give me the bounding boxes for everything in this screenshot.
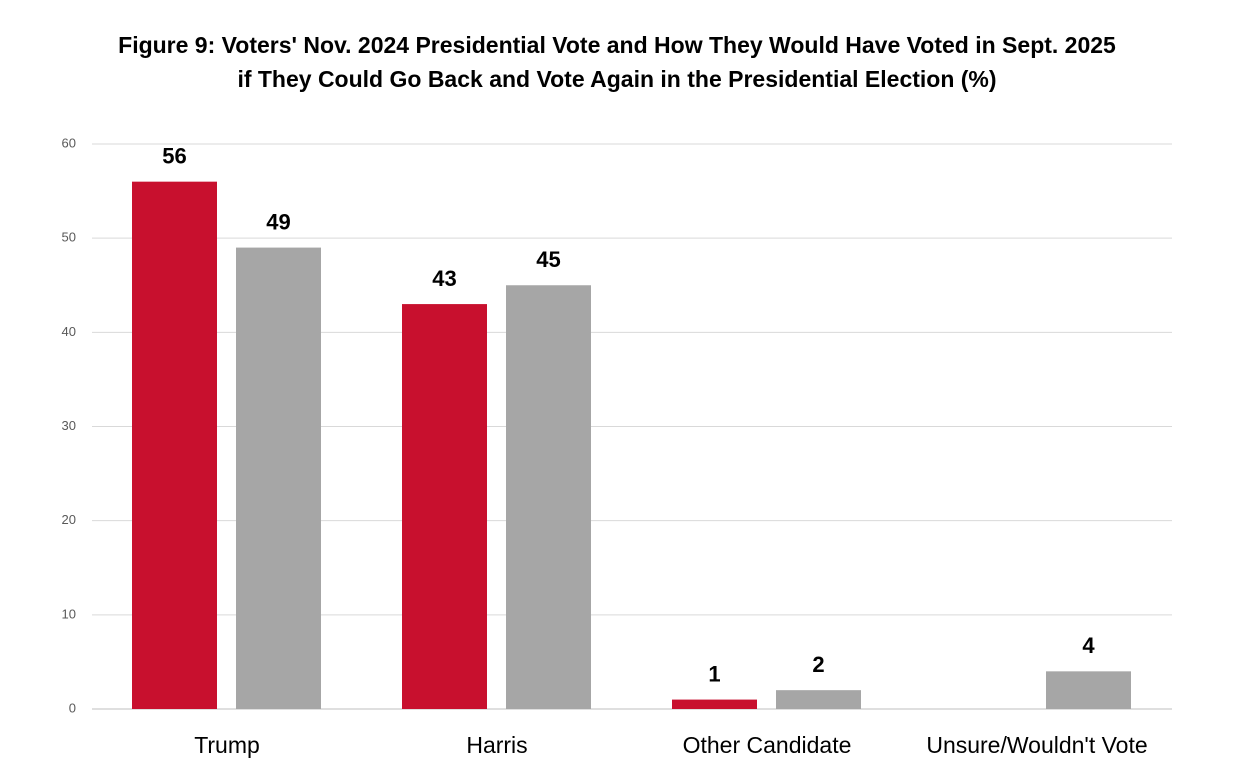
data-label: 43 bbox=[432, 266, 456, 291]
chart-title: Figure 9: Voters' Nov. 2024 Presidential… bbox=[118, 32, 1116, 92]
bar bbox=[132, 181, 217, 709]
x-tick-label: Unsure/Wouldn't Vote bbox=[926, 732, 1147, 758]
bar bbox=[236, 247, 321, 710]
bar bbox=[1046, 671, 1131, 709]
data-label: 49 bbox=[266, 209, 290, 234]
x-tick-label: Trump bbox=[194, 732, 260, 758]
bar bbox=[776, 690, 861, 709]
y-tick-label: 10 bbox=[62, 606, 76, 621]
y-tick-label: 20 bbox=[62, 512, 76, 527]
y-tick-label: 50 bbox=[62, 230, 76, 245]
y-tick-label: 40 bbox=[62, 324, 76, 339]
data-label: 4 bbox=[1082, 633, 1095, 658]
x-tick-label: Other Candidate bbox=[683, 732, 852, 758]
y-tick-label: 60 bbox=[62, 135, 76, 150]
data-label: 1 bbox=[708, 661, 720, 686]
x-tick-label: Harris bbox=[466, 732, 527, 758]
data-label: 2 bbox=[812, 652, 824, 677]
data-label: 45 bbox=[536, 247, 560, 272]
bar bbox=[506, 285, 591, 709]
data-label: 56 bbox=[162, 143, 186, 168]
y-tick-label: 0 bbox=[69, 700, 76, 715]
bar bbox=[402, 304, 487, 709]
bar bbox=[672, 699, 757, 709]
y-tick-label: 30 bbox=[62, 418, 76, 433]
